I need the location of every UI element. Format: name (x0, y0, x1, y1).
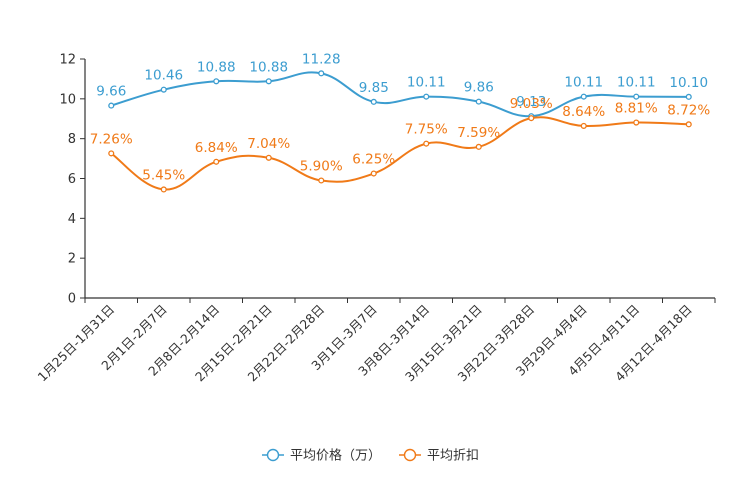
data-label: 10.11 (617, 75, 656, 91)
data-point (423, 140, 430, 147)
y-tick-label: 10 (59, 92, 76, 107)
data-point (528, 115, 535, 122)
data-point (370, 170, 377, 177)
data-point (213, 158, 220, 165)
x-tick-label: 1月25日-1月31日 (34, 302, 117, 385)
legend-label: 平均价格（万） (290, 448, 381, 464)
series-discount (108, 115, 692, 193)
legend-marker (266, 448, 280, 462)
data-label: 7.59% (457, 125, 500, 141)
legend-item-price: 平均价格（万） (262, 448, 381, 464)
data-point (213, 78, 220, 85)
data-label: 7.75% (405, 122, 448, 138)
data-label: 11.28 (302, 51, 341, 67)
legend: 平均价格（万） 平均折扣 (262, 448, 479, 464)
data-label: 6.25% (352, 152, 395, 168)
series-price (108, 70, 692, 120)
data-label: 9.03% (510, 96, 553, 112)
data-point (580, 93, 587, 100)
data-point (318, 177, 325, 184)
legend-label: 平均折扣 (427, 449, 479, 464)
data-label: 8.81% (615, 101, 658, 117)
data-point (370, 98, 377, 105)
data-label: 5.90% (300, 158, 343, 174)
data-label: 9.85 (359, 80, 389, 96)
y-tick-label: 0 (68, 292, 76, 307)
data-label: 8.72% (667, 102, 710, 118)
legend-item-discount: 平均折扣 (399, 449, 479, 464)
data-label: 10.88 (249, 59, 288, 75)
data-label: 7.04% (247, 136, 290, 152)
data-point (475, 98, 482, 105)
data-point (475, 143, 482, 150)
data-label: 10.11 (407, 75, 446, 91)
data-label: 10.46 (144, 68, 183, 84)
series-line (110, 71, 689, 118)
data-label: 9.86 (464, 80, 494, 96)
data-label: 5.45% (142, 167, 185, 183)
data-point (108, 102, 115, 109)
data-label: 9.13 (516, 94, 546, 110)
data-label: 7.26% (90, 131, 133, 147)
data-point (633, 119, 640, 126)
y-tick-label: 4 (68, 212, 76, 227)
data-point (160, 86, 167, 93)
data-point (423, 93, 430, 100)
data-point (265, 78, 272, 85)
data-label: 8.64% (562, 104, 605, 120)
data-point (265, 154, 272, 161)
data-label: 10.11 (564, 75, 603, 91)
data-point (580, 122, 587, 129)
data-point (318, 70, 325, 77)
data-label: 6.84% (195, 140, 238, 156)
data-point (108, 150, 115, 157)
y-tick-label: 6 (68, 172, 76, 187)
data-label: 10.88 (197, 59, 236, 75)
data-point (685, 93, 692, 100)
data-point (685, 121, 692, 128)
data-label: 10.10 (669, 75, 708, 91)
data-labels: 9.66 10.46 10.88 10.88 11.28 9.85 10.11 9.86 9.1… (90, 51, 711, 183)
data-label: 9.66 (96, 84, 126, 100)
legend-marker (403, 448, 417, 462)
series-layer (108, 70, 692, 193)
y-tick-label: 12 (59, 53, 76, 68)
data-point (160, 186, 167, 193)
y-tick-label: 8 (68, 132, 76, 147)
y-tick-label: 2 (68, 252, 76, 267)
data-point (633, 93, 640, 100)
